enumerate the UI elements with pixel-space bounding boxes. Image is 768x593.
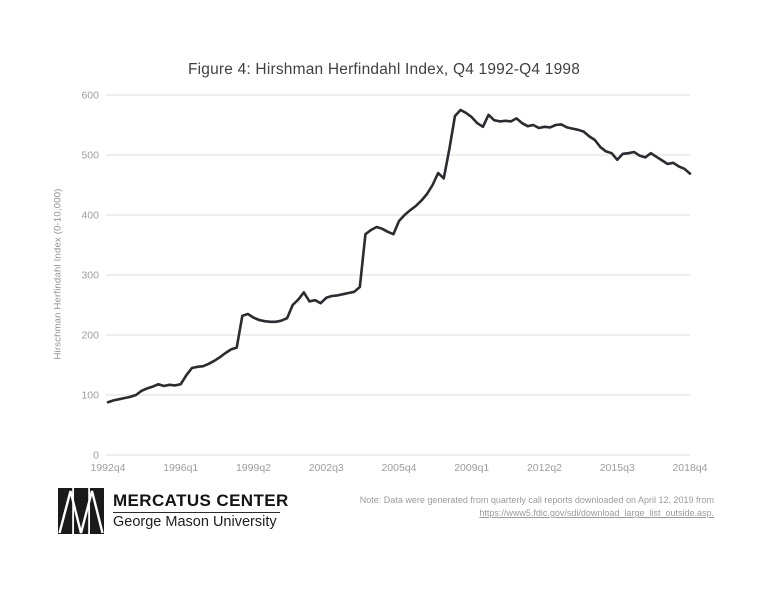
y-tick-label-0: 0 xyxy=(93,450,99,462)
x-tick-label-2005q4: 2005q4 xyxy=(381,462,416,474)
mercatus-logo: MERCATUS CENTER George Mason University xyxy=(58,488,289,534)
y-tick-label-500: 500 xyxy=(81,150,99,162)
y-tick-label-600: 600 xyxy=(81,90,99,102)
x-tick-label-2018q4: 2018q4 xyxy=(672,462,707,474)
y-tick-label-400: 400 xyxy=(81,210,99,222)
source-note: Note: Data were generated from quarterly… xyxy=(294,494,714,520)
x-tick-label-2009q1: 2009q1 xyxy=(454,462,489,474)
x-tick-label-2012q2: 2012q2 xyxy=(527,462,562,474)
logo-secondary-text: George Mason University xyxy=(113,514,277,530)
y-tick-label-300: 300 xyxy=(81,270,99,282)
y-tick-label-200: 200 xyxy=(81,330,99,342)
mercatus-logo-text: MERCATUS CENTER George Mason University xyxy=(113,488,289,534)
source-note-link[interactable]: https://www5.fdic.gov/sdi/download_large… xyxy=(479,508,714,518)
x-tick-label-1999q2: 1999q2 xyxy=(236,462,271,474)
mercatus-logo-icon xyxy=(58,488,104,534)
logo-primary-text: MERCATUS CENTER xyxy=(113,491,289,510)
chart-title: Figure 4: Hirshman Herfindahl Index, Q4 … xyxy=(187,61,581,78)
hhi-series-line xyxy=(106,108,692,404)
source-note-text: Note: Data were generated from quarterly… xyxy=(359,495,714,505)
y-tick-label-100: 100 xyxy=(81,390,99,402)
x-tick-label-1992q4: 1992q4 xyxy=(90,462,125,474)
x-tick-label-2002q3: 2002q3 xyxy=(309,462,344,474)
x-tick-label-1996q1: 1996q1 xyxy=(163,462,198,474)
x-tick-label-2015q3: 2015q3 xyxy=(600,462,635,474)
logo-divider xyxy=(113,512,280,513)
